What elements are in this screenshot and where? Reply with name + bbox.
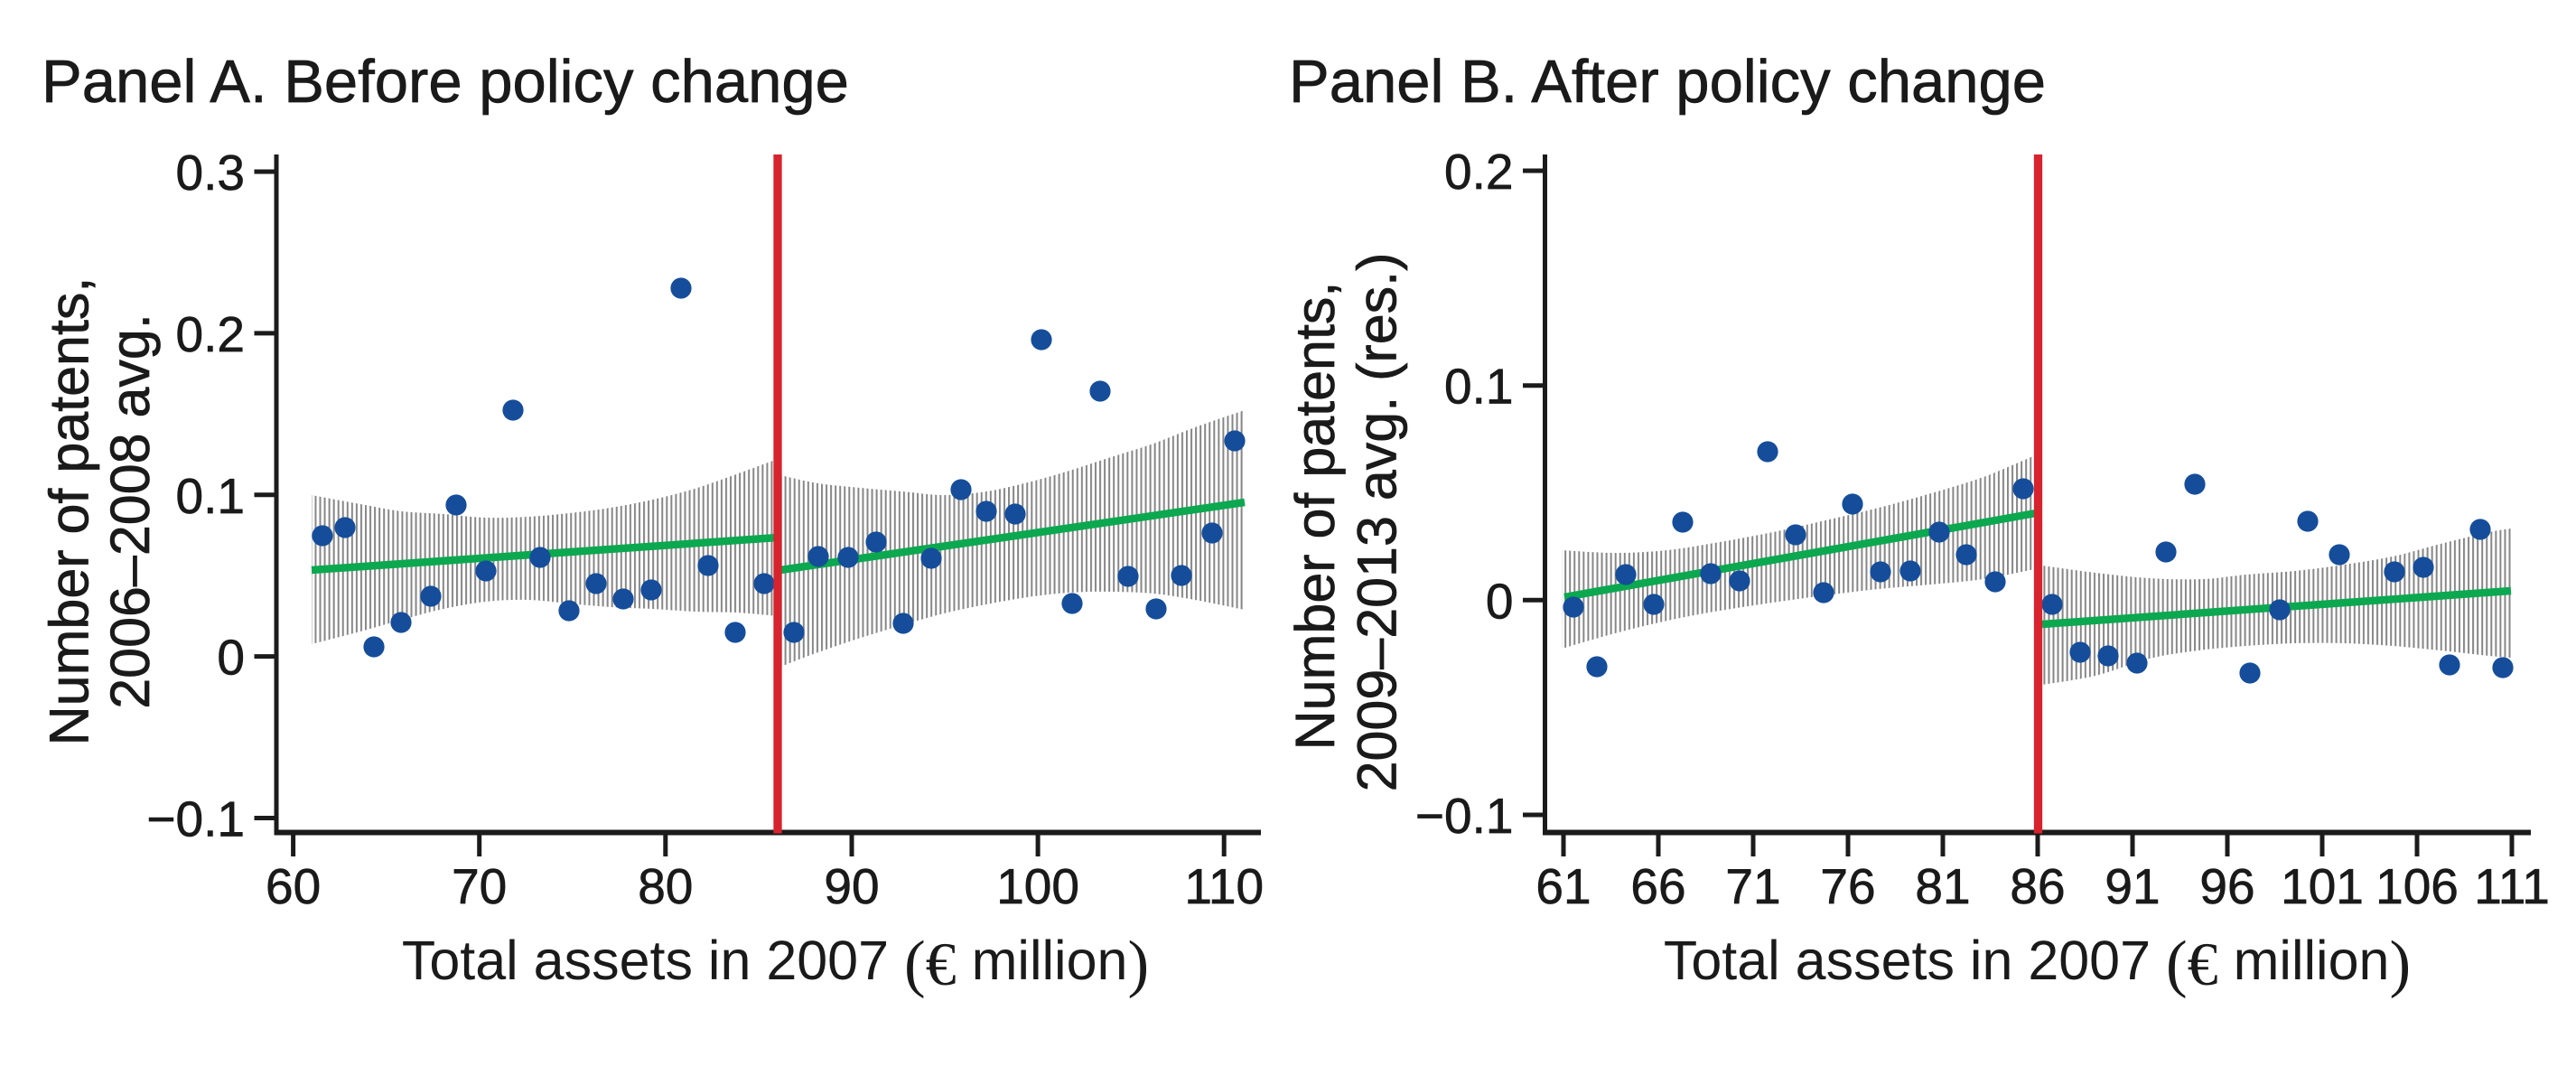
svg-text:2006–2008 avg.: 2006–2008 avg. xyxy=(99,313,161,709)
svg-text:86: 86 xyxy=(2010,858,2065,914)
svg-text:96: 96 xyxy=(2199,858,2254,914)
svg-text:101: 101 xyxy=(2281,858,2364,914)
svg-text:−0.1: −0.1 xyxy=(146,791,245,847)
svg-text:0.1: 0.1 xyxy=(1444,359,1513,415)
svg-text:76: 76 xyxy=(1820,858,1875,914)
svg-text:66: 66 xyxy=(1630,858,1685,914)
svg-text:111: 111 xyxy=(2474,858,2550,914)
svg-text:60: 60 xyxy=(266,858,321,914)
svg-text:Panel B. After policy change: Panel B. After policy change xyxy=(1289,48,2046,116)
svg-text:81: 81 xyxy=(1915,858,1970,914)
svg-text:2009–2013 avg. (res.): 2009–2013 avg. (res.) xyxy=(1347,253,1408,792)
svg-text:Total assets in 2007 (€ millio: Total assets in 2007 (€ million) xyxy=(1664,929,2411,999)
svg-text:61: 61 xyxy=(1535,858,1591,914)
svg-text:0.3: 0.3 xyxy=(176,145,245,201)
svg-text:0.1: 0.1 xyxy=(176,468,245,524)
svg-text:0.2: 0.2 xyxy=(1444,144,1513,200)
svg-text:Panel A. Before policy change: Panel A. Before policy change xyxy=(42,48,849,116)
svg-text:0: 0 xyxy=(1486,573,1514,629)
svg-text:Number of patents,: Number of patents, xyxy=(1284,282,1346,751)
svg-text:110: 110 xyxy=(1184,858,1264,914)
svg-text:91: 91 xyxy=(2105,858,2160,914)
svg-text:90: 90 xyxy=(824,858,879,914)
svg-text:−0.1: −0.1 xyxy=(1415,788,1514,844)
svg-text:71: 71 xyxy=(1725,858,1780,914)
svg-text:Total assets in 2007 (€ millio: Total assets in 2007 (€ million) xyxy=(402,929,1149,999)
svg-text:Number of patents,: Number of patents, xyxy=(39,277,100,746)
svg-text:0: 0 xyxy=(217,630,245,686)
svg-text:106: 106 xyxy=(2375,858,2459,914)
svg-text:70: 70 xyxy=(452,858,507,914)
svg-text:100: 100 xyxy=(996,858,1079,914)
svg-text:80: 80 xyxy=(638,858,693,914)
svg-text:0.2: 0.2 xyxy=(176,306,245,362)
